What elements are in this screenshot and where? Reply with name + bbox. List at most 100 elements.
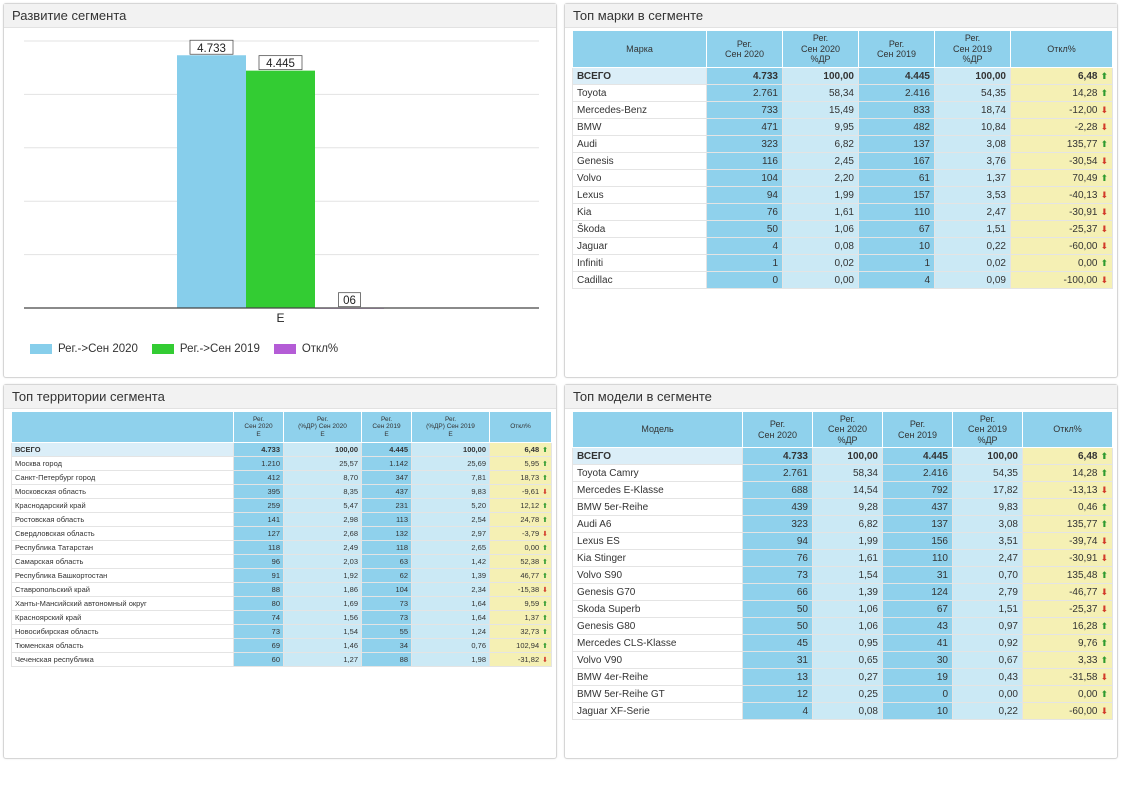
brand-header-cell[interactable]: Рег. Сен 2019 [858,30,935,68]
model-row[interactable]: Genesis G80 50 1,06 43 0,97 16,28 ⬆ [572,617,1113,635]
brand-value-cell: 2.761 [752,87,778,99]
arrow-down-icon: ⬇ [542,531,548,538]
territory-row[interactable]: Чеченская республика 60 1,27 88 1,98 -31,82 ⬇ [11,652,552,667]
territory-row[interactable]: Московская область 395 8,35 437 9,83 -9,61 ⬇ [11,484,552,499]
model-row[interactable]: Lexus ES 94 1,99 156 3,51 -39,74 ⬇ [572,532,1113,550]
territory-value-cell: 62 [399,571,408,580]
territory-row[interactable]: Свердловская область 127 2,68 132 2,97 -3,79 ⬇ [11,526,552,541]
territory-header-cell[interactable] [11,411,234,443]
territory-row[interactable]: Тюменская область 69 1,46 34 0,76 102,94 ⬆ [11,638,552,653]
territory-value-cell: 113 [396,515,408,524]
brand-header-row: Марка Рег. Сен 2020 Рег. Сен 2020 %ДР Рег. … [572,30,1113,68]
territory-row[interactable]: Краснодарский край 259 5,47 231 5,20 12,12 ⬆ [11,498,552,513]
territory-value-cell: -31,82 [517,655,540,664]
brand-value-cell: 833 [913,104,930,116]
brand-row[interactable]: ВСЕГО 4.733 100,00 4.445 100,00 6,48 ⬆ [572,67,1113,85]
model-row[interactable]: Volvo V90 31 0,65 30 0,67 3,33 ⬆ [572,651,1113,669]
territory-row[interactable]: Санкт-Петербург город 412 8,70 347 7,81 18,73… [11,470,552,485]
territory-row[interactable]: Ставропольский край 88 1,86 104 2,34 -15,38 ⬇ [11,582,552,597]
model-value-cell: 439 [791,501,808,513]
model-row[interactable]: Jaguar XF-Serie 4 0,08 10 0,22 -60,00 ⬇ [572,702,1113,720]
model-row[interactable]: Mercedes CLS-Klasse 45 0,95 41 0,92 9,76 ⬆ [572,634,1113,652]
model-row[interactable]: Skoda Superb 50 1,06 67 1,51 -25,37 ⬇ [572,600,1113,618]
brand-row[interactable]: Mercedes-Benz 733 15,49 833 18,74 -12,00 ⬇ [572,101,1113,119]
model-row[interactable]: BMW 4er-Reihe 13 0,27 19 0,43 -31,58 ⬇ [572,668,1113,686]
arrow-up-icon: ⬆ [542,601,548,608]
brand-header-cell[interactable]: Марка [572,30,707,68]
top-brands-table: Марка Рег. Сен 2020 Рег. Сен 2020 %ДР Рег. … [572,30,1113,289]
brand-value-cell: 3,76 [986,155,1006,167]
legend-item[interactable]: Откл% [273,343,338,355]
model-value-cell: 73 [796,569,808,581]
territory-value-cell: 9,59 [524,599,540,608]
legend-item[interactable]: Рег.->Сен 2019 [151,343,260,355]
model-header-cell[interactable]: Рег. Сен 2020 %ДР [812,411,883,448]
model-row[interactable]: BMW 5er-Reihe GT 12 0,25 0 0,00 0,00 ⬆ [572,685,1113,703]
brand-value-cell: 15,49 [828,104,854,116]
brand-header-cell[interactable]: Рег. Сен 2020 %ДР [782,30,859,68]
model-row[interactable]: Genesis G70 66 1,39 124 2,79 -46,77 ⬇ [572,583,1113,601]
brand-row[interactable]: Škoda 50 1,06 67 1,51 -25,37 ⬇ [572,220,1113,238]
territory-value-cell: 347 [395,473,408,482]
territory-row[interactable]: Ханты-Мансийский автономный округ 80 1,69 7… [11,596,552,611]
model-name-cell: Audi A6 [577,518,612,530]
model-header-cell[interactable]: Рег. Сен 2019 %ДР [952,411,1023,448]
territory-header-cell[interactable]: Откл% [489,411,552,443]
model-header-cell[interactable]: Рег. Сен 2020 [742,411,813,448]
territory-row[interactable]: Республика Татарстан 118 2,49 118 2,65 0,00 ⬆ [11,540,552,555]
territory-row[interactable]: Новосибирская область 73 1,54 55 1,24 32,73 ⬆ [11,624,552,639]
model-row[interactable]: Kia Stinger 76 1,61 110 2,47 -30,91 ⬇ [572,549,1113,567]
territory-name-cell: Ростовская область [15,515,85,524]
brand-row[interactable]: Infiniti 1 0,02 1 0,02 0,00 ⬆ [572,254,1113,272]
territory-header-cell[interactable]: Рег. Сен 2019 E [361,411,412,443]
territory-value-cell: 100,00 [463,445,486,454]
brand-row[interactable]: Lexus 94 1,99 157 3,53 -40,13 ⬇ [572,186,1113,204]
brand-value-cell: 6,82 [834,138,854,150]
legend-item[interactable]: Рег.->Сен 2020 [30,343,138,355]
brand-row[interactable]: Jaguar 4 0,08 10 0,22 -60,00 ⬇ [572,237,1113,255]
brand-header-cell[interactable]: Рег. Сен 2020 [706,30,783,68]
brand-row[interactable]: Volvo 104 2,20 61 1,37 70,49 ⬆ [572,169,1113,187]
territory-row[interactable]: ВСЕГО 4.733 100,00 4.445 100,00 6,48 ⬆ [11,442,552,457]
model-row[interactable]: Audi A6 323 6,82 137 3,08 135,77 ⬆ [572,515,1113,533]
brand-name-cell: Toyota [577,87,607,99]
brand-header-cell[interactable]: Рег. Сен 2019 %ДР [934,30,1011,68]
territory-header-cell[interactable]: Рег. (%ДР) Сен 2020 E [283,411,362,443]
territory-row[interactable]: Москва город 1.210 25,57 1.142 25,69 5,95 ⬆ [11,456,552,471]
model-row[interactable]: Volvo S90 73 1,54 31 0,70 135,48 ⬆ [572,566,1113,584]
brand-row[interactable]: Genesis 116 2,45 167 3,76 -30,54 ⬇ [572,152,1113,170]
model-header-cell[interactable]: Модель [572,411,743,448]
chart-legend: Рег.->Сен 2020 Рег.->Сен 2019 Откл% [30,343,338,355]
brand-row[interactable]: Audi 323 6,82 137 3,08 135,77 ⬆ [572,135,1113,153]
model-value-cell: 137 [931,518,948,530]
territory-value-cell: 1.210 [261,459,280,468]
brand-row[interactable]: BMW 471 9,95 482 10,84 -2,28 ⬇ [572,118,1113,136]
territory-value-cell: 1,27 [343,655,358,664]
model-row[interactable]: BMW 5er-Reihe 439 9,28 437 9,83 0,46 ⬆ [572,498,1113,516]
model-row[interactable]: Toyota Camry 2.761 58,34 2.416 54,35 14,28 ⬆ [572,464,1113,482]
model-header-cell[interactable]: Откл% [1022,411,1113,448]
territory-value-cell: 1,92 [343,571,358,580]
brand-header-cell[interactable]: Откл% [1010,30,1113,68]
model-name-cell: BMW 5er-Reihe [577,501,649,513]
brand-row[interactable]: Kia 76 1,61 110 2,47 -30,91 ⬇ [572,203,1113,221]
model-header-cell[interactable]: Рег. Сен 2019 [882,411,953,448]
model-row[interactable]: Mercedes E-Klasse 688 14,54 792 17,82 -13,13 ⬇ [572,481,1113,499]
brand-value-cell: 94 [766,189,778,201]
model-row[interactable]: ВСЕГО 4.733 100,00 4.445 100,00 6,48 ⬆ [572,447,1113,465]
brand-row[interactable]: Cadillac 0 0,00 4 0,09 -100,00 ⬇ [572,271,1113,289]
arrow-down-icon: ⬇ [1100,552,1108,563]
brand-value-cell: 0,09 [986,274,1006,286]
brand-name-cell: Mercedes-Benz [577,104,648,116]
model-value-cell: 124 [931,586,948,598]
brand-value-cell: -40,13 [1069,189,1098,201]
territory-header-cell[interactable]: Рег. Сен 2020 E [233,411,284,443]
territory-header-cell[interactable]: Рег. (%ДР) Сен 2019 E [411,411,490,443]
model-value-cell: -60,00 [1069,705,1098,717]
territory-row[interactable]: Республика Башкортостан 91 1,92 62 1,39 46,77… [11,568,552,583]
brand-row[interactable]: Toyota 2.761 58,34 2.416 54,35 14,28 ⬆ [572,84,1113,102]
territory-row[interactable]: Красноярский край 74 1,56 73 1,64 1,37 ⬆ [11,610,552,625]
territory-row[interactable]: Ростовская область 141 2,98 113 2,54 24,78 ⬆ [11,512,552,527]
territory-row[interactable]: Самарская область 96 2,03 63 1,42 52,38 ⬆ [11,554,552,569]
model-value-cell: 1,06 [858,620,878,632]
